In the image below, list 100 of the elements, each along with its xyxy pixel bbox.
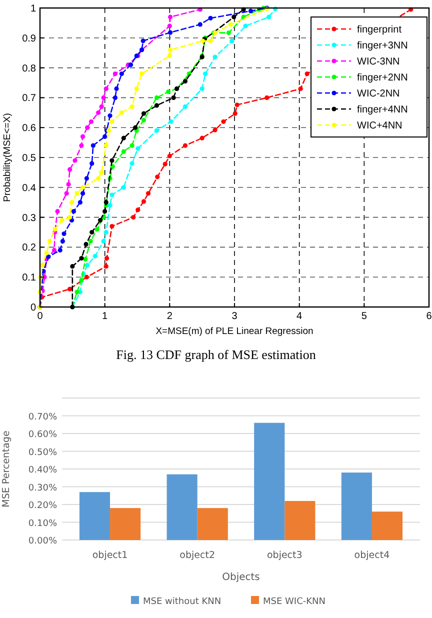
point [141,118,146,122]
point [168,30,173,35]
point [154,103,159,108]
point [167,54,172,58]
point [140,38,146,44]
point [167,24,172,28]
bar [284,500,316,540]
x-tick-label: 2 [166,311,173,322]
point [84,242,88,247]
point [112,71,118,76]
point [104,143,108,148]
point [168,48,173,52]
point [133,125,138,130]
point [112,95,118,100]
point [68,215,72,220]
legend-label: finger+3NN [357,40,408,52]
point [155,174,160,180]
point [128,62,134,68]
point [119,110,124,115]
point [208,38,213,44]
point [130,143,134,148]
point [60,238,65,244]
point [226,30,231,36]
bar [166,474,198,540]
y-tick-label: 0.9 [22,33,36,44]
point [121,136,126,140]
point [64,191,69,196]
legend-label: MSE WIC-KNN [263,597,326,607]
point [264,95,270,100]
x-axis-title: X=MSE(m) of PLE Linear Regression [156,326,314,337]
y-tick-label: 0.70% [28,412,58,422]
point [130,161,134,166]
point [154,95,159,100]
point [101,95,106,100]
point [52,248,57,252]
y-tick-label: 0.6 [22,123,36,134]
x-tick-label: 5 [361,311,368,322]
y-tick-label: 0.30% [28,483,58,494]
point [90,230,94,235]
point [79,143,84,148]
x-tick-label: 4 [296,311,303,322]
point [131,215,136,220]
point [46,254,51,260]
caption: Fig. 13 CDF graph of MSE estimation [116,347,316,362]
point [80,134,86,139]
point [232,14,236,20]
point [136,146,140,151]
y-tick-label: 0.50% [28,448,58,458]
x-tick-label: 3 [232,311,238,322]
x-axis-title: Objects [222,572,260,583]
point [266,14,272,20]
point [198,22,202,27]
point [228,22,233,27]
y-tick-label: 0.7 [22,93,36,104]
point [203,71,208,76]
point [102,209,108,214]
y-tick-label: 0.40% [28,466,58,476]
bar [197,508,228,540]
point [94,226,100,232]
point [136,208,140,212]
y-tick-label: 0.4 [22,182,36,194]
point [104,86,108,92]
x-tick-label: 1 [102,311,108,322]
point [66,182,71,187]
y-axis-title: MSE Percentage [1,430,12,508]
legend-label: WIC-3NN [357,56,400,68]
point [99,170,104,175]
point [234,102,240,108]
point [85,262,90,268]
y-tick-label: 0.5 [22,153,36,164]
point [88,119,94,124]
y-tick-label: 0.2 [22,242,36,254]
legend-label: WIC+4NN [357,120,402,132]
point [40,262,45,268]
point [243,24,248,28]
y-tick-label: 0.10% [28,518,58,529]
point [110,158,114,163]
point [84,176,89,181]
point [168,14,173,20]
point [102,134,108,139]
point [212,128,218,132]
point [121,185,126,190]
point [212,54,218,60]
point [104,256,110,261]
point [104,200,108,205]
point [121,149,126,154]
point [298,86,303,92]
point [166,89,171,94]
legend-label: finger+4NN [357,104,408,116]
x-tick-label: object1 [92,550,128,561]
point [182,104,188,109]
point [200,86,204,92]
point [130,104,134,109]
bar [110,508,141,540]
point [134,86,139,92]
point [114,86,119,92]
x-tick-label: object3 [266,550,302,561]
y-tick-label: 0.00% [28,536,58,546]
point [171,95,176,100]
point [52,226,58,232]
